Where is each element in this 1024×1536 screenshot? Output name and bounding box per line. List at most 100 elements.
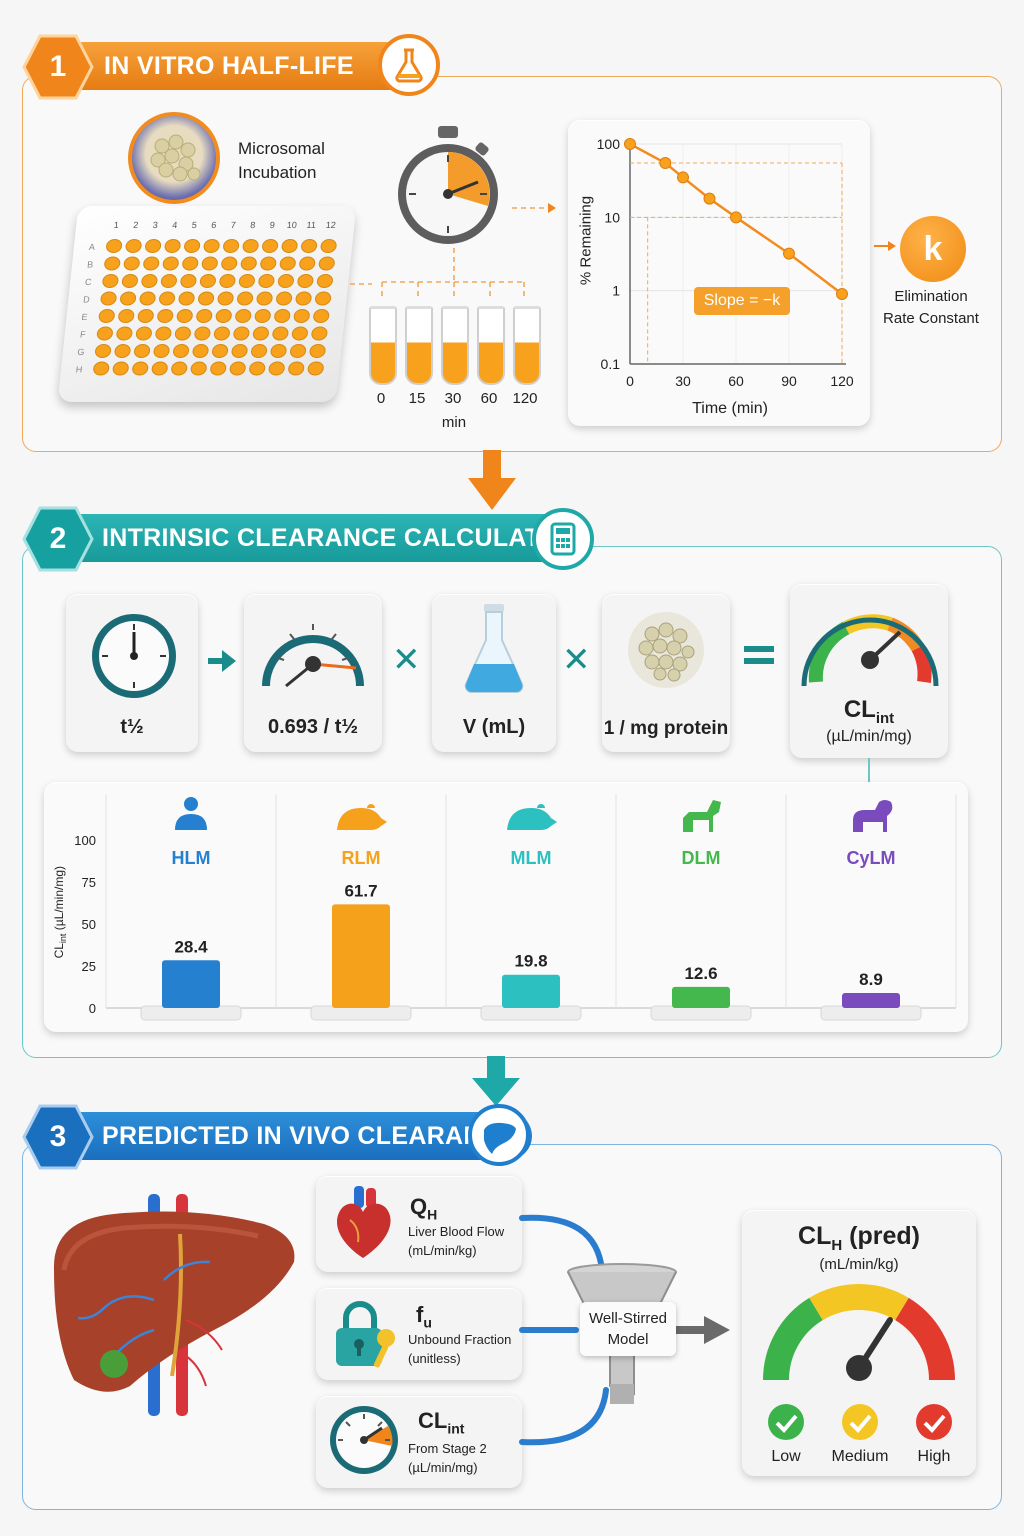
- plate-well: [106, 239, 123, 253]
- plate-row-label: C: [85, 277, 93, 287]
- protein-cluster-icon: [628, 612, 704, 688]
- plate-column-label: 7: [230, 220, 236, 230]
- arrow-right-icon: [208, 650, 236, 672]
- sample-tube: [369, 306, 397, 385]
- plate-well: [240, 256, 257, 271]
- plate-well: [123, 256, 140, 271]
- plate-column-label: 12: [325, 220, 336, 230]
- stage1-number-badge: [22, 34, 94, 100]
- liver-illustration: [53, 1194, 295, 1416]
- plate-well: [281, 239, 298, 253]
- qh-symbol-sub: H: [427, 1206, 438, 1223]
- multiply-icon: ✕: [392, 641, 421, 679]
- plate-column-label: 4: [172, 220, 178, 230]
- formula-term-volume: V (mL): [462, 716, 526, 738]
- decay-y-tick-label: 1: [612, 283, 620, 299]
- clint-input-symbol-sub: int: [447, 1420, 465, 1437]
- k-constant-icon: k: [900, 216, 966, 282]
- dial-gauge-icon: [330, 1406, 398, 1474]
- clint-input-symbol-main: CL: [418, 1408, 448, 1433]
- plate-well: [118, 309, 135, 323]
- plate-well: [171, 361, 188, 376]
- plate-well: [217, 291, 234, 306]
- stage3-banner: PREDICTED IN VIVO CLEARANCE: [60, 1112, 532, 1160]
- output-unit: (mL/min/kg): [819, 1256, 899, 1273]
- plate-well: [104, 256, 121, 271]
- species-y-tick-label: 50: [82, 917, 96, 932]
- species-bar: [672, 986, 730, 1008]
- stage2-title: INTRINSIC CLEARANCE CALCULATION: [102, 523, 586, 552]
- plate-well: [125, 239, 142, 253]
- fu-symbol-main: f: [416, 1302, 424, 1327]
- plate-well: [254, 309, 271, 323]
- human-icon: [175, 814, 207, 830]
- species-category-label: CyLM: [847, 848, 896, 868]
- plate-well: [157, 309, 174, 323]
- species-y-tick-label: 100: [74, 833, 96, 848]
- medium-check-icon: [842, 1404, 878, 1440]
- plate-well: [297, 274, 314, 288]
- species-category-label: HLM: [172, 848, 211, 868]
- plate-well: [196, 309, 213, 323]
- plate-well: [184, 239, 201, 253]
- plate-well: [100, 291, 117, 306]
- calculator-icon: [532, 508, 594, 570]
- species-bar: [332, 904, 390, 1008]
- gauge-label-low: Low: [771, 1448, 801, 1465]
- decay-data-point: [836, 288, 848, 301]
- formula-term-t-half: t½: [120, 716, 144, 738]
- plate-row-label: B: [87, 260, 94, 270]
- plate-well: [203, 239, 220, 253]
- plate-column-label: 11: [306, 220, 316, 230]
- connector-line: [868, 758, 870, 784]
- stage1-number: 1: [49, 50, 67, 83]
- sample-tube: [513, 306, 541, 385]
- plate-well: [290, 344, 307, 358]
- plate-well: [194, 326, 211, 341]
- liver-badge-icon: [468, 1104, 530, 1166]
- decay-data-point: [783, 247, 795, 260]
- gauge-icon: [262, 624, 364, 688]
- plate-well: [120, 291, 137, 306]
- decay-data-point: [659, 157, 672, 170]
- stage1-connectors: [350, 203, 896, 300]
- stage3-title: PREDICTED IN VIVO CLEARANCE: [102, 1121, 518, 1150]
- plate-column-label: 8: [250, 220, 256, 230]
- plate-well: [301, 239, 318, 253]
- plate-well: [199, 274, 216, 288]
- stage2-banner: INTRINSIC CLEARANCE CALCULATION: [60, 514, 590, 562]
- incubation-label-line1: Microsomal: [238, 139, 325, 158]
- plate-well: [320, 239, 337, 253]
- stage1-title: IN VITRO HALF-LIFE: [104, 51, 354, 80]
- qh-label: Liver Blood Flow: [408, 1224, 505, 1239]
- plate-well: [162, 256, 179, 271]
- plate-column-label: 1: [113, 220, 119, 230]
- human-icon: [184, 797, 198, 811]
- plate-column-label: 10: [286, 220, 297, 230]
- plate-column-label: 5: [191, 220, 197, 230]
- plate-well: [313, 309, 330, 323]
- multiply-icon: ✕: [562, 641, 591, 679]
- plate-well: [223, 239, 240, 253]
- output-title-sub: H: [831, 1237, 843, 1254]
- plate-well: [155, 326, 172, 341]
- stage3-number: 3: [49, 1120, 67, 1153]
- plate-well: [221, 256, 238, 271]
- stage2-number-badge: [22, 506, 94, 572]
- stage3-number-badge: [22, 1104, 94, 1170]
- stage1-banner: IN VITRO HALF-LIFE: [60, 42, 424, 90]
- clint-input-label: From Stage 2: [408, 1441, 487, 1456]
- plate-well: [212, 344, 229, 358]
- plate-well: [182, 256, 199, 271]
- plate-well: [272, 326, 289, 341]
- bar-pedestal: [310, 1005, 412, 1021]
- formula-term-protein: 1 / mg protein: [603, 718, 729, 739]
- plate-well: [318, 256, 335, 271]
- plate-well: [260, 256, 277, 271]
- timepoint-label: 30: [444, 390, 462, 407]
- species-y-tick-label: 75: [82, 875, 96, 890]
- plate-well: [198, 291, 215, 306]
- plate-well: [256, 291, 273, 306]
- clint-input-unit: (µL/min/mg): [408, 1460, 478, 1475]
- species-bar: [162, 960, 220, 1008]
